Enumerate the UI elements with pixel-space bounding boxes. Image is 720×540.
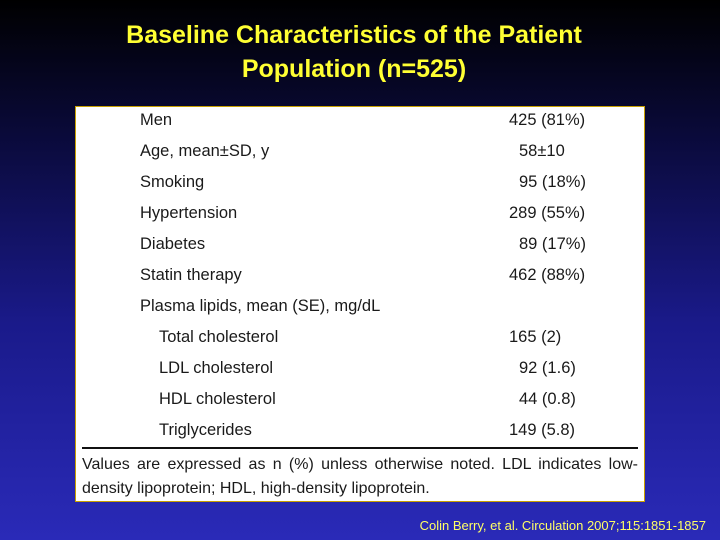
row-value: 58±10 xyxy=(519,142,565,160)
row-value: 95 (18%) xyxy=(519,173,586,191)
characteristics-table: Men 425 (81%) Age, mean±SD, y 58±10 Smok… xyxy=(75,106,645,502)
table-row: HDL cholesterol 44 (0.8) xyxy=(76,386,644,417)
row-label: Hypertension xyxy=(140,204,238,222)
row-label: Men xyxy=(140,111,173,129)
row-label: Triglycerides xyxy=(159,421,252,439)
table-row: Statin therapy 462 (88%) xyxy=(76,262,644,293)
table-row: Men 425 (81%) xyxy=(76,107,644,138)
row-label: Statin therapy xyxy=(140,266,242,284)
row-value: 44 (0.8) xyxy=(519,390,576,408)
table-row: Smoking 95 (18%) xyxy=(76,169,644,200)
table-footnote: Values are expressed as n (%) unless oth… xyxy=(82,456,638,497)
row-value: 89 (17%) xyxy=(519,235,586,253)
row-label: Diabetes xyxy=(140,235,206,253)
row-label: LDL cholesterol xyxy=(159,359,274,377)
slide-title: Baseline Characteristics of the Patient … xyxy=(0,18,708,86)
table-divider xyxy=(82,447,638,449)
slide-title-line-1: Baseline Characteristics of the Patient xyxy=(126,21,582,49)
citation: Colin Berry, et al. Circulation 2007;115… xyxy=(419,518,706,533)
table-row: Age, mean±SD, y 58±10 xyxy=(76,138,644,169)
table-row: Plasma lipids, mean (SE), mg/dL xyxy=(76,293,644,324)
row-label: Plasma lipids, mean (SE), mg/dL xyxy=(140,297,381,315)
row-value: 149 (5.8) xyxy=(509,421,576,439)
table-row: Hypertension 289 (55%) xyxy=(76,200,644,231)
table-row: LDL cholesterol 92 (1.6) xyxy=(76,355,644,386)
row-value: 165 (2) xyxy=(509,328,562,346)
table-row: Total cholesterol 165 (2) xyxy=(76,324,644,355)
row-label: Smoking xyxy=(140,173,205,191)
table-row: Triglycerides 149 (5.8) xyxy=(76,417,644,448)
row-value: 289 (55%) xyxy=(509,204,586,222)
slide-title-line-2: Population (n=525) xyxy=(241,55,467,83)
row-value: 425 (81%) xyxy=(509,111,586,129)
row-label: HDL cholesterol xyxy=(159,390,276,408)
row-label: Age, mean±SD, y xyxy=(140,142,270,160)
row-label: Total cholesterol xyxy=(159,328,279,346)
row-value: 92 (1.6) xyxy=(519,359,576,377)
table-row: Diabetes 89 (17%) xyxy=(76,231,644,262)
row-value: 462 (88%) xyxy=(509,266,586,284)
